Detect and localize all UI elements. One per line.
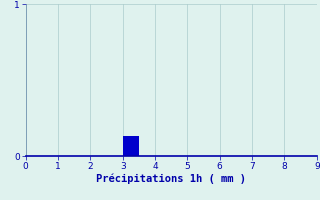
X-axis label: Précipitations 1h ( mm ): Précipitations 1h ( mm ) [96, 173, 246, 184]
Bar [123, 136, 139, 156]
